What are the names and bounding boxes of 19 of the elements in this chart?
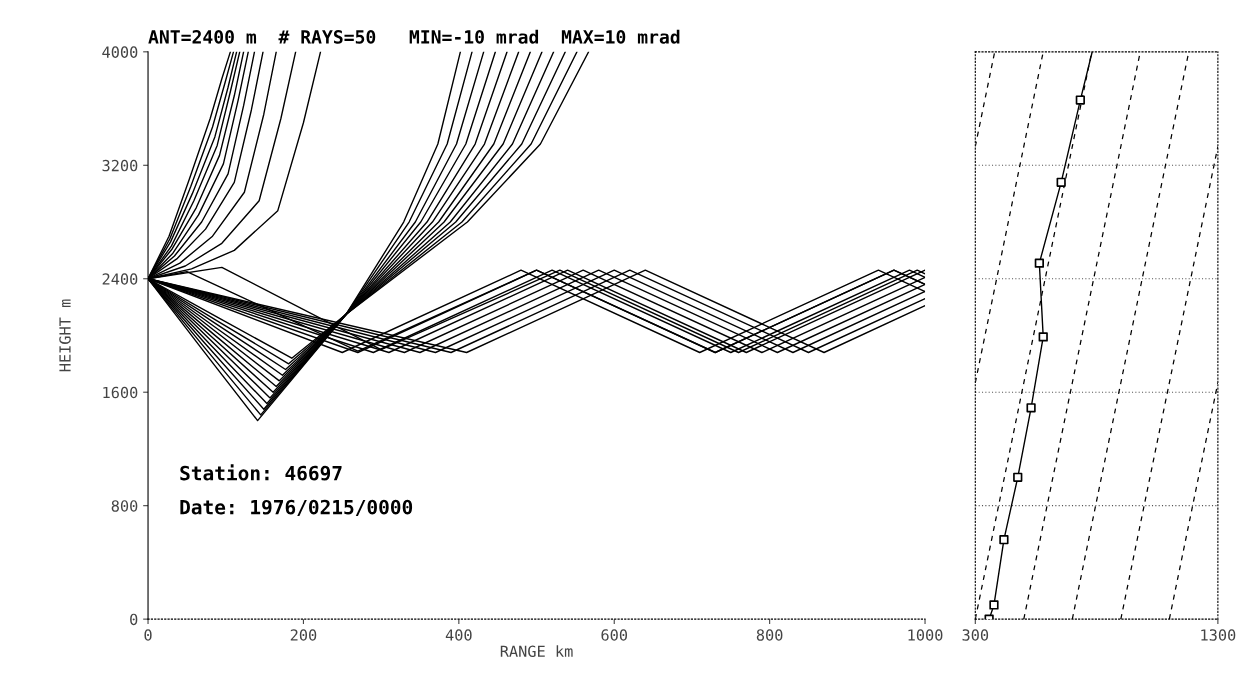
y-tick-label: 800 bbox=[111, 500, 138, 512]
x-tick-label: 1300 bbox=[1201, 629, 1236, 641]
y-tick-label: 1600 bbox=[103, 386, 138, 399]
y-tick-label: 4000 bbox=[102, 46, 138, 58]
x-tick-label: 1000 bbox=[908, 629, 943, 641]
y-tick-label: 2400 bbox=[102, 273, 138, 285]
x-tick-label: 200 bbox=[290, 629, 317, 641]
annotation: Date: 1976/0215/0000 bbox=[180, 499, 413, 516]
x-tick-label: 300 bbox=[962, 629, 989, 641]
y-tick-label: 3200 bbox=[102, 159, 138, 172]
x-tick-label: 600 bbox=[601, 629, 628, 641]
x-tick-label: 0 bbox=[144, 629, 152, 641]
annotation: Station: 46697 bbox=[180, 464, 342, 481]
y-tick-label: 0 bbox=[130, 613, 138, 626]
x-axis-title: RANGE km bbox=[500, 645, 573, 658]
y-axis-title: HEIGHT m bbox=[59, 299, 71, 372]
x-tick-label: 400 bbox=[445, 629, 472, 641]
chart-title: ANT=2400 m # RAYS=50 MIN=-10 mrad MAX=10 mrad bbox=[148, 29, 680, 44]
x-tick-label: 800 bbox=[756, 629, 783, 641]
